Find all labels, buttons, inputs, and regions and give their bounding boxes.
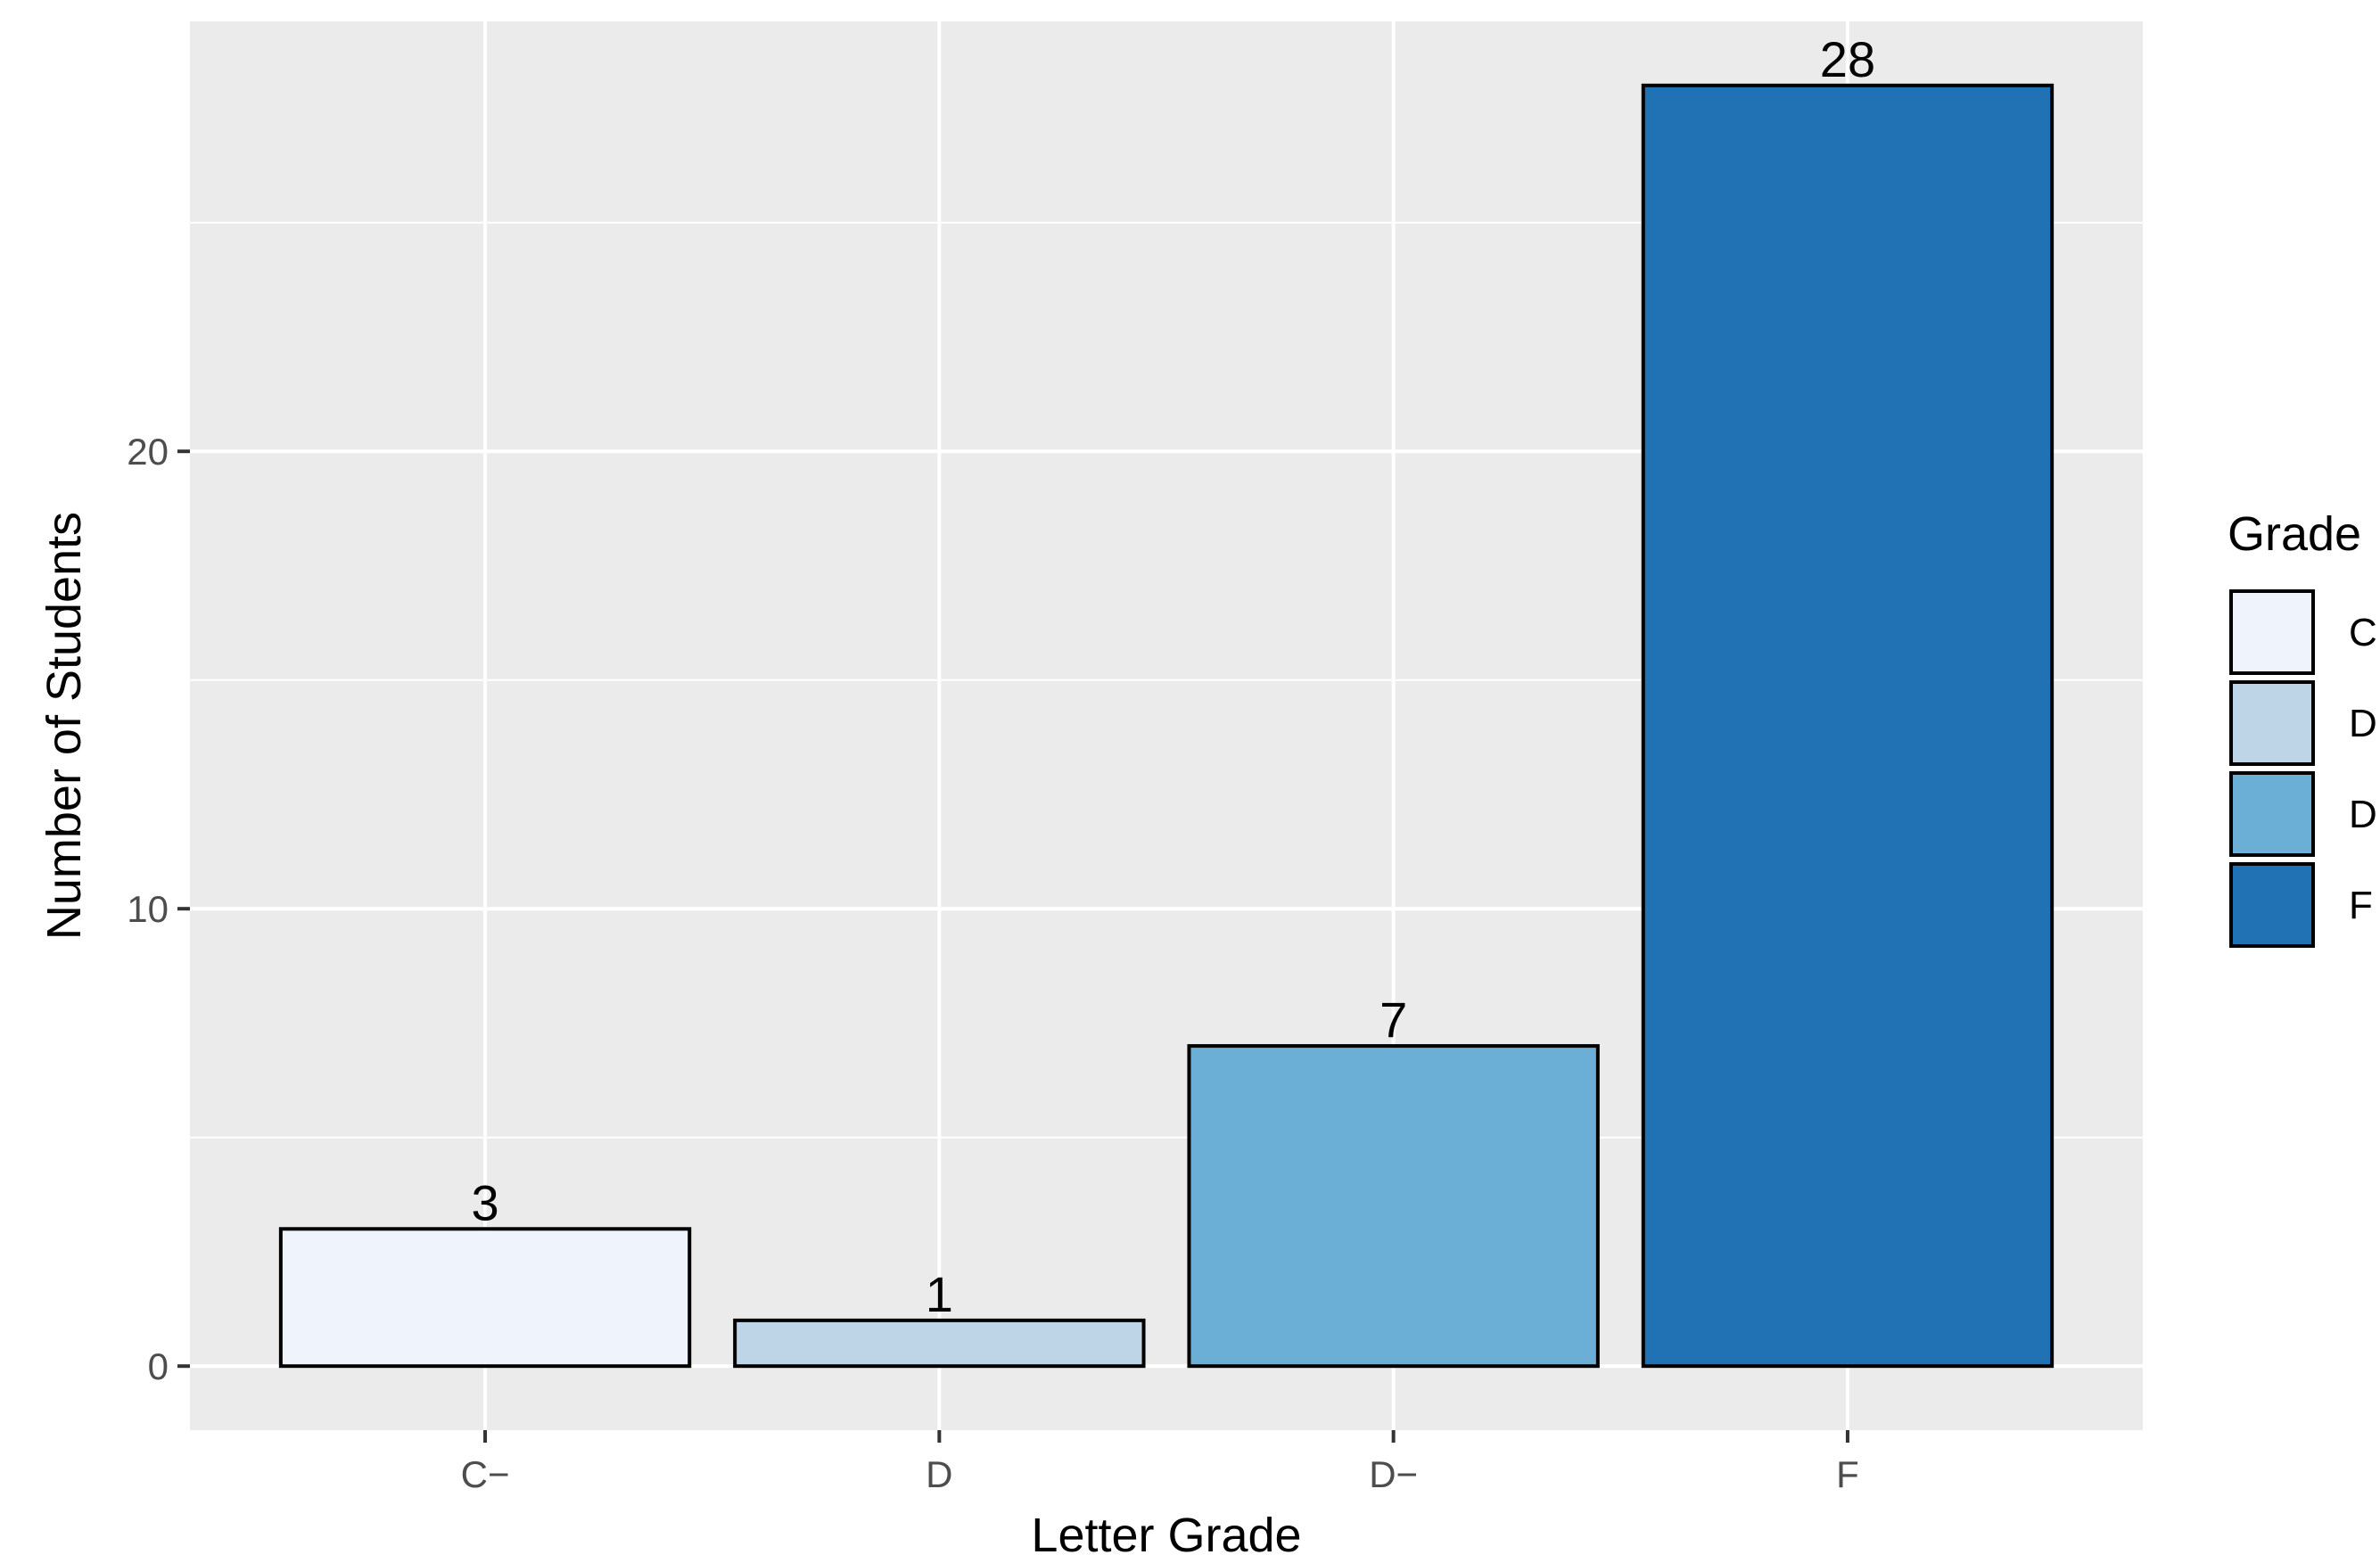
legend: Grade C D D F xyxy=(2228,507,2377,948)
data-label: 7 xyxy=(1379,991,1407,1048)
x-tick-label: D− xyxy=(1369,1453,1418,1495)
legend-label: F xyxy=(2349,884,2373,927)
legend-label: D xyxy=(2349,702,2377,745)
x-axis-title: Letter Grade xyxy=(1031,1509,1301,1562)
bar xyxy=(1641,83,2055,1369)
legend-label: D xyxy=(2349,793,2377,836)
legend-key xyxy=(2229,680,2315,766)
data-label: 3 xyxy=(471,1174,498,1230)
x-tick-label: C− xyxy=(461,1453,510,1495)
data-label: 28 xyxy=(1820,31,1875,87)
bar xyxy=(278,1227,692,1369)
bars xyxy=(278,83,2055,1369)
x-tick-label: D xyxy=(926,1453,952,1495)
data-label: 1 xyxy=(926,1266,953,1322)
legend-key xyxy=(2229,771,2315,857)
y-axis-title: Number of Students xyxy=(37,512,91,940)
y-tick-label: 0 xyxy=(148,1345,169,1387)
x-axis: C− D D− F xyxy=(461,1430,1859,1495)
y-tick-label: 20 xyxy=(127,431,169,473)
bar xyxy=(1187,1044,1600,1369)
y-axis: 0 10 20 xyxy=(127,431,190,1387)
y-tick-label: 10 xyxy=(127,888,169,930)
x-tick-label: F xyxy=(1836,1453,1859,1495)
legend-label: C xyxy=(2349,611,2377,654)
legend-key xyxy=(2229,589,2315,675)
data-labels: 3 1 7 28 xyxy=(471,31,1875,1322)
bar xyxy=(733,1318,1146,1369)
legend-title: Grade xyxy=(2228,507,2361,561)
legend-key xyxy=(2229,862,2315,948)
